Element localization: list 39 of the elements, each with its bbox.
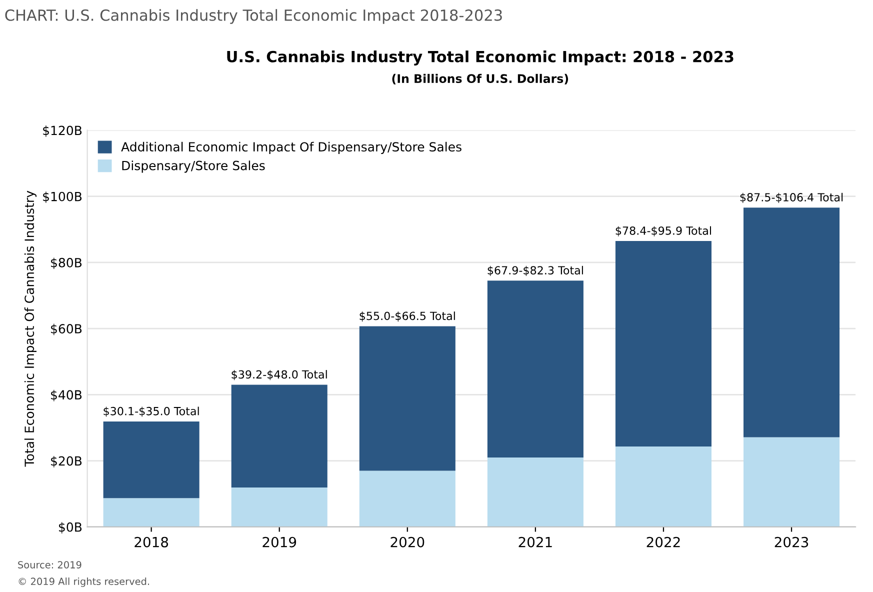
x-tick-label: 2018 <box>134 536 168 548</box>
total-label: $87.5-$106.4 Total <box>740 192 843 203</box>
bar <box>487 280 584 458</box>
y-axis-title: Total Economic Impact Of Cannabis Industry <box>24 190 36 467</box>
total-label: $55.0-$66.5 Total <box>360 312 455 322</box>
bar <box>231 384 328 488</box>
legend-label: Dispensary/Store Sales <box>122 160 265 173</box>
text: © 2019 All rights reserved. <box>18 578 149 587</box>
x-tick-label: 2020 <box>390 536 424 548</box>
x-tick-label: 2023 <box>774 536 808 548</box>
chart-title: U.S. Cannabis Industry Total Economic Impact: 2018 - 2023 <box>227 50 734 66</box>
bar <box>359 326 456 471</box>
legend-label: Additional Economic Impact Of Dispensary/Store Sales <box>121 142 462 154</box>
bar <box>103 421 200 498</box>
chart-subtitle: (In Billions Of U.S. Dollars) <box>392 74 568 84</box>
total-label: $78.4-$95.9 Total <box>616 226 711 236</box>
y-tick-label: $60B <box>51 324 82 336</box>
bar <box>744 208 840 438</box>
total-label: $39.2-$48.0 Total <box>232 370 327 380</box>
y-tick-label: $80B <box>51 258 82 270</box>
x-tick-label: 2019 <box>262 536 296 548</box>
source-note: Source: 2019 <box>18 561 82 568</box>
x-tick-label: 2022 <box>646 536 680 548</box>
bar <box>359 470 456 527</box>
y-tick-label: $100B <box>43 192 82 203</box>
bar <box>744 437 840 527</box>
y-tick-label: $120B <box>43 125 82 137</box>
total-label: $30.1-$35.0 Total <box>104 406 199 417</box>
text: CHART: U.S. Cannabis Industry Total Economic Impact 2018-2023 <box>5 9 502 24</box>
y-tick-label: $0B <box>58 522 82 534</box>
bar <box>487 457 584 527</box>
total-label: $67.9-$82.3 Total <box>488 266 583 276</box>
x-tick-label: 2021 <box>518 536 552 548</box>
y-tick-label: $40B <box>51 390 82 402</box>
bar <box>231 488 328 527</box>
bar <box>615 240 712 447</box>
bar <box>103 498 200 527</box>
y-tick-label: $20B <box>51 456 82 468</box>
bar <box>615 446 712 527</box>
